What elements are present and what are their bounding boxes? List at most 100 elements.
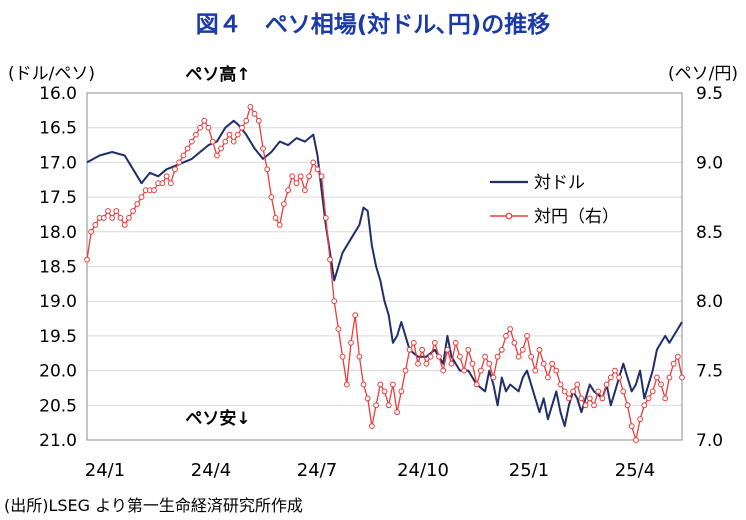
point-jpy <box>360 381 367 388</box>
point-jpy <box>172 166 178 173</box>
point-jpy <box>100 215 107 221</box>
point-jpy <box>599 395 606 402</box>
point-jpy <box>268 194 275 201</box>
point-jpy <box>570 388 576 395</box>
point-jpy <box>612 367 618 374</box>
point-jpy <box>247 104 254 110</box>
point-jpy <box>494 353 501 360</box>
point-jpy <box>255 117 262 124</box>
point-jpy <box>260 145 266 152</box>
point-jpy <box>234 131 241 138</box>
right-tick-label: 9.5 <box>696 84 723 104</box>
point-jpy <box>478 367 484 374</box>
point-jpy <box>339 353 346 360</box>
left-tick-label: 18.5 <box>39 258 77 278</box>
point-jpy <box>620 388 627 395</box>
point-jpy <box>184 145 191 152</box>
point-jpy <box>469 360 476 367</box>
point-jpy <box>193 131 199 138</box>
point-jpy <box>557 381 564 388</box>
x-axis-ticks: 24/1 24/4 24/7 24/10 25/1 25/4 <box>85 460 655 481</box>
right-tick-label: 8.5 <box>696 223 723 243</box>
point-jpy <box>134 201 141 207</box>
point-jpy <box>410 339 417 346</box>
point-jpy <box>306 173 313 180</box>
x-tick-label: 24/4 <box>191 460 231 481</box>
right-tick-label: 8.0 <box>696 292 723 312</box>
x-tick-label: 25/1 <box>509 460 549 481</box>
x-tick-label: 24/10 <box>397 460 449 481</box>
point-jpy <box>113 208 120 214</box>
point-jpy <box>176 159 183 166</box>
point-jpy <box>423 360 430 367</box>
point-jpy <box>641 402 648 409</box>
point-jpy <box>188 138 195 145</box>
point-jpy <box>591 402 597 409</box>
point-jpy <box>519 346 526 353</box>
point-jpy <box>230 138 237 145</box>
point-jpy <box>226 131 233 138</box>
point-jpy <box>209 138 216 145</box>
point-jpy <box>272 215 279 221</box>
point-jpy <box>84 256 90 263</box>
point-jpy <box>452 339 459 346</box>
point-jpy <box>285 187 292 194</box>
point-jpy <box>603 381 610 388</box>
point-jpy <box>444 346 451 353</box>
point-jpy <box>419 346 426 353</box>
right-axis-unit: (ペソ/円) <box>668 64 738 84</box>
point-jpy <box>566 395 572 402</box>
point-jpy <box>486 360 493 367</box>
point-jpy <box>130 208 137 214</box>
point-jpy <box>582 402 589 409</box>
point-jpy <box>448 360 455 367</box>
point-jpy <box>586 395 593 402</box>
peso-weak-annotation: ペソ安↓ <box>185 408 250 429</box>
point-jpy <box>628 423 635 430</box>
point-jpy <box>117 215 124 221</box>
point-jpy <box>163 173 170 180</box>
point-jpy <box>381 388 388 395</box>
point-jpy <box>490 374 497 381</box>
left-tick-label: 17.5 <box>39 188 77 208</box>
x-tick-label: 24/1 <box>85 460 125 481</box>
legend-label-usd: 対ドル <box>534 173 585 193</box>
point-jpy <box>373 402 380 409</box>
point-jpy <box>461 367 468 374</box>
point-jpy <box>662 395 669 402</box>
point-jpy <box>205 124 212 131</box>
point-jpy <box>167 180 174 187</box>
point-jpy <box>180 152 187 159</box>
point-jpy <box>289 173 296 180</box>
point-jpy <box>574 381 581 388</box>
point-jpy <box>528 353 535 360</box>
left-tick-label: 21.0 <box>39 431 77 451</box>
point-jpy <box>674 353 681 360</box>
legend: 対ドル 対円（右） <box>490 173 619 227</box>
point-jpy <box>616 374 622 381</box>
series-line-usd <box>86 119 683 428</box>
point-jpy <box>645 395 652 402</box>
point-jpy <box>138 194 145 201</box>
point-jpy <box>243 117 250 124</box>
point-jpy <box>503 333 509 339</box>
point-jpy <box>121 222 128 228</box>
point-jpy <box>457 353 463 360</box>
point-jpy <box>440 367 447 374</box>
point-jpy <box>201 117 208 124</box>
point-jpy <box>92 222 99 228</box>
point-jpy <box>578 395 585 402</box>
point-jpy <box>310 159 317 166</box>
point-jpy <box>377 381 384 388</box>
point-jpy <box>561 388 568 395</box>
point-jpy <box>239 124 245 131</box>
point-jpy <box>385 402 392 409</box>
point-jpy <box>222 138 229 145</box>
point-jpy <box>88 228 95 235</box>
legend-marker-jpy <box>505 212 513 220</box>
point-jpy <box>264 166 271 173</box>
point-jpy <box>482 353 489 360</box>
left-tick-label: 20.5 <box>39 396 77 416</box>
point-jpy <box>343 381 350 388</box>
